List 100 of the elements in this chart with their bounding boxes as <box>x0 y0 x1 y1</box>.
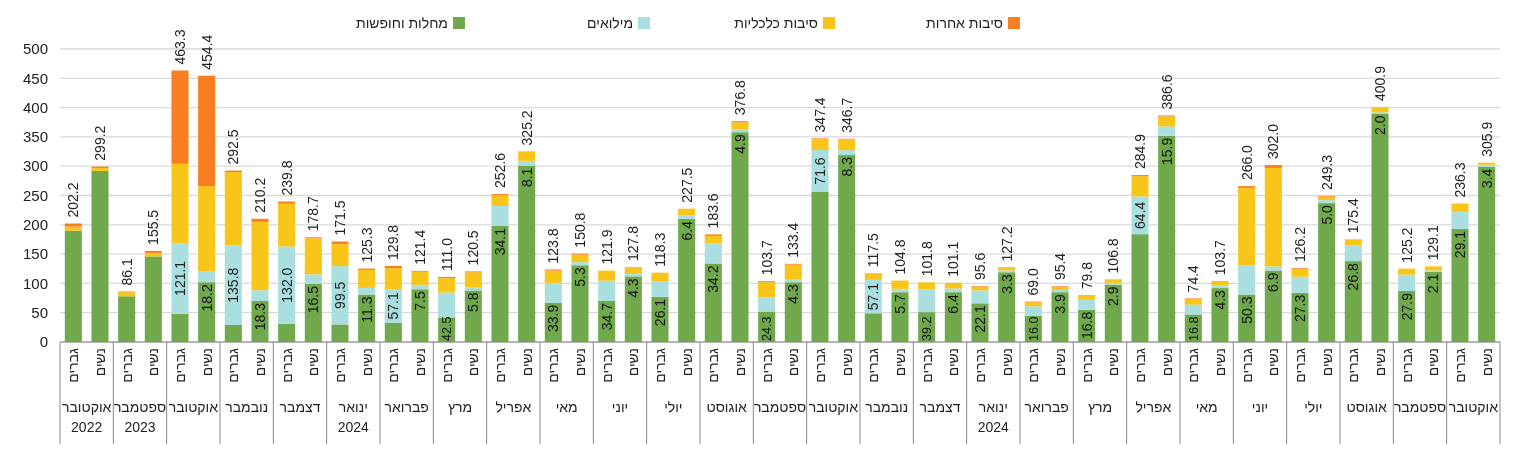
y-tick-label: 250 <box>22 186 48 204</box>
bar <box>918 289 936 313</box>
total-label: 125.3 <box>358 227 375 263</box>
x-tick-label: נשים <box>1158 348 1175 377</box>
text: אפריל <box>1135 399 1172 415</box>
bar <box>304 274 322 284</box>
bar <box>1211 288 1229 342</box>
bar <box>118 296 136 342</box>
total-label: 74.4 <box>1185 264 1202 293</box>
bar <box>1211 281 1229 286</box>
data-label: 4.3 <box>1211 289 1228 310</box>
text: מרץ <box>1087 399 1113 415</box>
x-tick-label: גברים <box>1451 347 1468 383</box>
bar <box>651 272 669 282</box>
x-tick-label: נשים <box>198 348 215 377</box>
x-tick-label: נשים <box>518 348 535 377</box>
bar <box>758 297 776 312</box>
bar <box>1398 274 1416 292</box>
data-label: 121.1 <box>171 260 188 296</box>
x-tick-label: גברים <box>811 347 828 383</box>
total-label: 126.2 <box>1291 226 1308 263</box>
total-label: 325.2 <box>518 110 535 146</box>
total-label: 386.6 <box>1158 74 1175 110</box>
bar <box>704 235 722 244</box>
x-tick-label: נשים <box>1478 348 1495 377</box>
bar <box>571 254 589 263</box>
total-label: 239.8 <box>278 160 295 196</box>
bar <box>864 273 882 280</box>
bar <box>704 243 722 264</box>
bar <box>144 256 162 342</box>
x-tick-label: גברים <box>598 347 615 383</box>
total-label: 95.4 <box>1051 252 1068 281</box>
bar <box>1078 299 1096 310</box>
x-tick-label: גברים <box>1078 347 1095 383</box>
bar <box>1264 167 1282 267</box>
x-tick-label: גברים <box>491 347 508 383</box>
text: מאי <box>1195 399 1218 415</box>
bar <box>678 218 696 342</box>
bar <box>1264 165 1282 168</box>
x-tick-label: נשים <box>411 348 428 377</box>
total-label: 127.8 <box>625 225 642 262</box>
text: אוגוסט <box>1346 399 1388 415</box>
bar <box>331 244 349 267</box>
x-tick-label: גברים <box>1398 347 1415 383</box>
data-label: 16.8 <box>1078 311 1095 340</box>
total-label: 236.3 <box>1451 162 1468 198</box>
bar <box>171 242 189 314</box>
bar <box>438 292 456 318</box>
total-label: 249.3 <box>1318 154 1335 190</box>
x-tick-label: נשים <box>678 348 695 377</box>
x-tick-label: נשים <box>891 348 908 377</box>
bar <box>91 170 109 342</box>
total-label: 79.8 <box>1078 261 1095 290</box>
data-label: 5.3 <box>571 267 588 287</box>
bar <box>518 160 536 166</box>
x-tick-label: גברים <box>65 347 82 383</box>
x-tick-label: נשים <box>945 348 962 377</box>
bar <box>1078 295 1096 300</box>
total-label: 129.8 <box>385 224 402 260</box>
bar <box>1158 116 1176 127</box>
x-tick-label: גברים <box>331 347 348 383</box>
x-tick-label: נשים <box>251 348 268 377</box>
total-label: 302.0 <box>1265 123 1282 160</box>
total-label: 101.8 <box>918 241 935 277</box>
data-label: 16.8 <box>1186 316 1201 341</box>
bar <box>544 282 562 303</box>
bar <box>1371 107 1389 113</box>
bar <box>118 292 136 297</box>
bar <box>1184 304 1202 315</box>
data-label: 34.2 <box>705 265 722 293</box>
text: אפריל <box>495 399 532 415</box>
bar <box>491 194 509 206</box>
bar <box>1131 176 1149 197</box>
bar <box>1158 126 1176 136</box>
bar <box>171 313 189 342</box>
text: אוקטובר <box>808 399 859 415</box>
total-label: 104.8 <box>891 239 908 275</box>
total-label: 121.4 <box>411 229 428 265</box>
x-tick-label: נשים <box>731 348 748 377</box>
bar <box>544 270 562 283</box>
data-label: 29.1 <box>1451 230 1468 259</box>
bar <box>678 215 696 219</box>
bar <box>1131 234 1149 342</box>
legend-label: מילואים <box>587 14 633 31</box>
data-label: 34.1 <box>491 227 508 256</box>
x-tick-label: גברים <box>1025 347 1042 383</box>
x-tick-label: גברים <box>651 347 668 383</box>
bar <box>384 268 402 290</box>
data-label: 99.5 <box>331 281 348 309</box>
bar <box>838 155 856 342</box>
bar <box>411 289 429 342</box>
bar <box>198 75 216 187</box>
x-tick-label: נשים <box>998 348 1015 377</box>
data-label: 26.1 <box>651 298 668 327</box>
total-label: 292.5 <box>225 129 242 165</box>
total-label: 123.8 <box>545 228 562 264</box>
bar <box>411 284 429 290</box>
bar <box>1024 306 1042 316</box>
x-tick-label: גברים <box>171 347 188 383</box>
total-label: 178.7 <box>305 196 322 232</box>
